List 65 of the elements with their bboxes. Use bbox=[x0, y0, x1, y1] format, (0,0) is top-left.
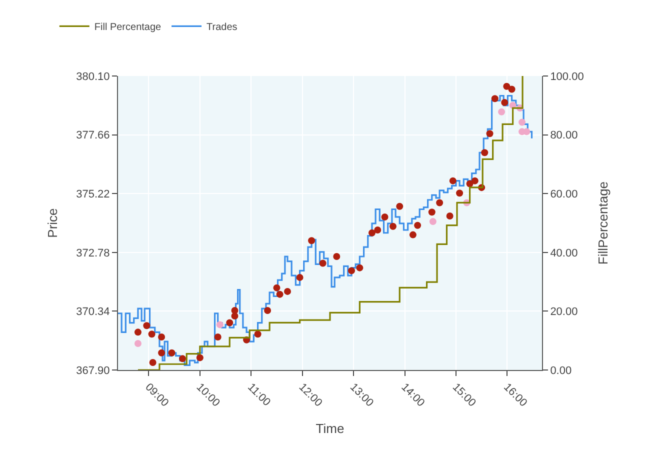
y2-axis-title: FillPercentage bbox=[595, 181, 610, 265]
point bbox=[409, 231, 416, 238]
point bbox=[273, 284, 280, 292]
y-tick-label: 367.90 bbox=[76, 364, 110, 377]
point bbox=[429, 218, 436, 226]
point bbox=[396, 202, 404, 210]
y-tick-label: 377.66 bbox=[76, 130, 110, 142]
y2-tick-label: 0.00 bbox=[550, 364, 572, 377]
point bbox=[308, 237, 316, 244]
point bbox=[276, 290, 284, 298]
y2-tick-label: 40.00 bbox=[550, 247, 578, 260]
point bbox=[134, 340, 142, 347]
point bbox=[381, 213, 388, 220]
point bbox=[446, 212, 454, 220]
point bbox=[356, 264, 364, 272]
legend-label: Trades bbox=[206, 22, 238, 34]
point bbox=[428, 208, 436, 216]
y-tick-label: 372.78 bbox=[76, 247, 110, 260]
y-tick-label: 375.22 bbox=[76, 188, 110, 200]
point bbox=[348, 267, 356, 274]
point bbox=[449, 177, 456, 184]
point bbox=[158, 333, 166, 340]
point bbox=[134, 328, 142, 336]
y2-tick-label: 20.00 bbox=[550, 306, 578, 318]
point bbox=[168, 349, 176, 356]
point bbox=[523, 128, 530, 136]
y-axis-title: Price bbox=[45, 208, 60, 238]
legend-label: Fill Percentage bbox=[94, 22, 162, 34]
point bbox=[333, 253, 340, 260]
point bbox=[503, 82, 510, 90]
point bbox=[284, 288, 291, 295]
point bbox=[456, 190, 464, 197]
point bbox=[471, 177, 478, 184]
y-tick-label: 380.10 bbox=[76, 70, 110, 83]
point bbox=[486, 130, 494, 138]
point bbox=[216, 321, 224, 328]
y2-tick-label: 80.00 bbox=[550, 130, 578, 142]
point bbox=[374, 226, 382, 234]
point bbox=[264, 306, 272, 314]
point bbox=[148, 330, 156, 338]
point bbox=[214, 333, 222, 340]
point bbox=[368, 229, 376, 236]
point bbox=[518, 118, 526, 126]
y2-tick-label: 100.00 bbox=[550, 70, 584, 83]
y-tick-label: 370.34 bbox=[76, 306, 110, 318]
point bbox=[296, 274, 304, 281]
x-axis-title: Time bbox=[316, 420, 344, 436]
point bbox=[158, 349, 166, 356]
point bbox=[414, 222, 422, 229]
point bbox=[481, 149, 488, 156]
point bbox=[179, 355, 186, 362]
point bbox=[508, 86, 516, 93]
point bbox=[498, 108, 506, 116]
point bbox=[436, 199, 444, 206]
point bbox=[149, 359, 156, 366]
point bbox=[226, 319, 234, 326]
point bbox=[491, 95, 498, 102]
point bbox=[254, 330, 262, 338]
point bbox=[231, 306, 238, 314]
point bbox=[501, 99, 508, 106]
y2-tick-label: 60.00 bbox=[550, 188, 578, 200]
point bbox=[143, 322, 150, 330]
point bbox=[196, 354, 204, 362]
point bbox=[389, 222, 396, 230]
point bbox=[319, 260, 326, 267]
